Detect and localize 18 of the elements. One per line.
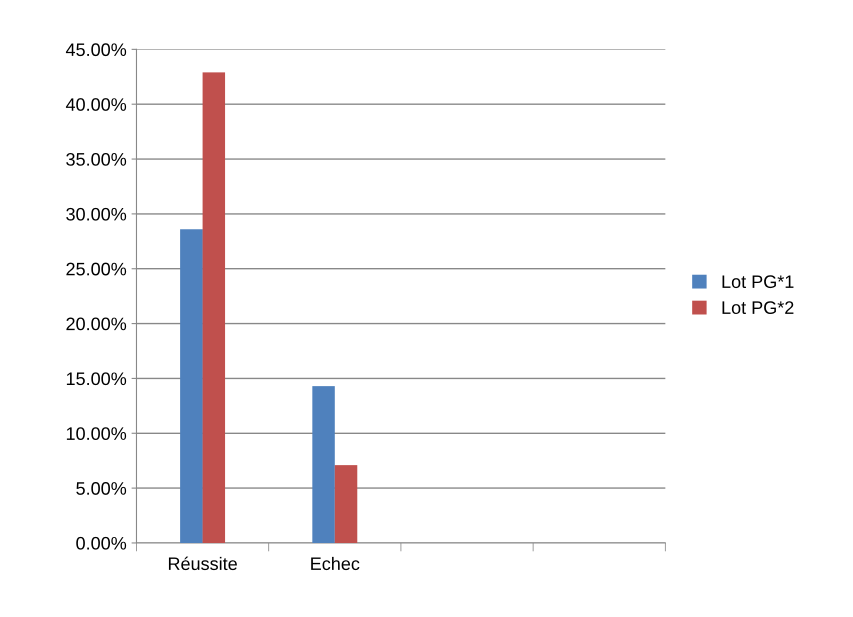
y-tick-label: 45.00% bbox=[66, 43, 126, 56]
y-tick-label: 30.00% bbox=[66, 208, 126, 221]
y-tick-label: 35.00% bbox=[66, 152, 126, 166]
x-tick-label: Echec bbox=[311, 556, 360, 570]
y-tick-label: 20.00% bbox=[66, 318, 126, 330]
x-tick-label: Réussite bbox=[168, 556, 237, 570]
bar bbox=[312, 386, 335, 543]
y-tick-label: 0.00% bbox=[76, 536, 126, 550]
y-tick-label: 5.00% bbox=[76, 482, 126, 495]
y-tick-label: 25.00% bbox=[66, 262, 126, 276]
y-tick-label: 40.00% bbox=[66, 98, 126, 111]
bar bbox=[180, 229, 203, 543]
bar bbox=[202, 72, 226, 543]
legend-label: Lot PG*1 bbox=[722, 275, 794, 288]
y-tick-label: 10.00% bbox=[66, 427, 126, 440]
y-tick-label: 15.00% bbox=[66, 372, 126, 386]
legend-label: Lot PG*2 bbox=[722, 301, 794, 314]
bar bbox=[334, 465, 358, 543]
